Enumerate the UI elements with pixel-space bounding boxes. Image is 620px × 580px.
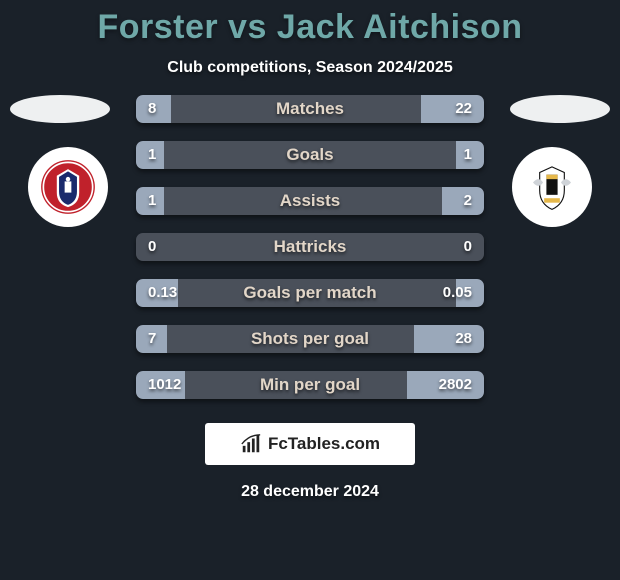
- stat-value-left: 1: [136, 141, 168, 169]
- date-label: 28 december 2024: [0, 483, 620, 501]
- crawley-town-crest-icon: [40, 159, 96, 215]
- page-title: Forster vs Jack Aitchison: [0, 0, 620, 47]
- stat-row: Assists1 2: [136, 187, 484, 215]
- stat-value-right: 28: [443, 325, 484, 353]
- exeter-city-crest-icon: [524, 159, 580, 215]
- stat-row: Goals1 1: [136, 141, 484, 169]
- branding-badge: FcTables.com: [205, 423, 415, 465]
- bar-chart-icon: [240, 433, 262, 455]
- stat-value-right: 0.05: [431, 279, 484, 307]
- stat-value-left: 0: [136, 233, 168, 261]
- comparison-panel: Matches822Goals11Assists12Hattricks00Goa…: [0, 95, 620, 415]
- stat-row: Matches8 22: [136, 95, 484, 123]
- stat-value-left: 0.13: [136, 279, 189, 307]
- stat-value-right: 2802: [427, 371, 484, 399]
- stat-label: Matches: [136, 95, 484, 123]
- stat-value-left: 7: [136, 325, 168, 353]
- stat-label: Shots per goal: [136, 325, 484, 353]
- stat-value-left: 8: [136, 95, 168, 123]
- stat-value-right: 22: [443, 95, 484, 123]
- stat-value-left: 1012: [136, 371, 193, 399]
- stat-label: Goals: [136, 141, 484, 169]
- player-right-photo-placeholder: [510, 95, 610, 123]
- stat-row: Hattricks0 0: [136, 233, 484, 261]
- stat-bars: Matches822Goals11Assists12Hattricks00Goa…: [136, 95, 484, 417]
- stat-value-right: 2: [452, 187, 484, 215]
- subtitle: Club competitions, Season 2024/2025: [0, 59, 620, 77]
- stat-label: Hattricks: [136, 233, 484, 261]
- player-left-photo-placeholder: [10, 95, 110, 123]
- stat-value-right: 0: [452, 233, 484, 261]
- stat-row: Min per goal10122802: [136, 371, 484, 399]
- stat-row: Shots per goal7 28: [136, 325, 484, 353]
- stat-value-left: 1: [136, 187, 168, 215]
- stat-label: Assists: [136, 187, 484, 215]
- branding-label: FcTables.com: [268, 434, 380, 454]
- stat-row: Goals per match0.130.05: [136, 279, 484, 307]
- stat-value-right: 1: [452, 141, 484, 169]
- club-crest-left: [28, 147, 108, 227]
- club-crest-right: [512, 147, 592, 227]
